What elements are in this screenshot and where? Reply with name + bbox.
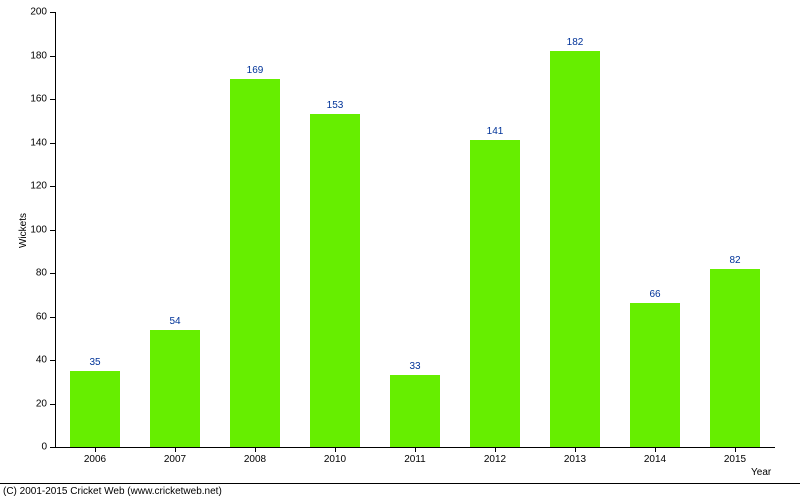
y-tick (50, 186, 55, 187)
y-tick (50, 273, 55, 274)
x-tick (255, 447, 256, 452)
bar (470, 140, 520, 447)
bar-value-label: 182 (567, 37, 584, 48)
y-tick-label: 180 (17, 50, 47, 61)
x-tick-label: 2012 (484, 454, 506, 465)
bar (390, 375, 440, 447)
bar (150, 330, 200, 447)
x-tick-label: 2013 (564, 454, 586, 465)
y-tick (50, 230, 55, 231)
x-tick-label: 2006 (84, 454, 106, 465)
y-tick-label: 80 (17, 268, 47, 279)
footer-copyright: (C) 2001-2015 Cricket Web (www.cricketwe… (3, 486, 222, 497)
y-tick-label: 60 (17, 311, 47, 322)
bar-value-label: 54 (169, 316, 180, 327)
x-tick (655, 447, 656, 452)
bar (710, 269, 760, 447)
y-tick (50, 317, 55, 318)
y-tick (50, 404, 55, 405)
y-tick (50, 12, 55, 13)
bar-value-label: 66 (649, 289, 660, 300)
x-tick-label: 2010 (324, 454, 346, 465)
y-tick-label: 200 (17, 7, 47, 18)
bar-value-label: 169 (247, 65, 264, 76)
x-tick (95, 447, 96, 452)
x-tick (335, 447, 336, 452)
bar (550, 51, 600, 447)
y-tick (50, 99, 55, 100)
x-tick-label: 2008 (244, 454, 266, 465)
bar (630, 303, 680, 447)
x-axis-title: Year (751, 467, 771, 478)
x-tick-label: 2007 (164, 454, 186, 465)
y-axis-title: Wickets (18, 213, 29, 248)
bar (310, 114, 360, 447)
bar-value-label: 141 (487, 126, 504, 137)
bar (230, 79, 280, 447)
bar-value-label: 35 (89, 357, 100, 368)
y-axis-line (55, 12, 56, 447)
footer-divider (0, 483, 800, 484)
y-tick-label: 0 (17, 442, 47, 453)
y-tick (50, 143, 55, 144)
x-tick (735, 447, 736, 452)
y-tick-label: 140 (17, 137, 47, 148)
y-tick (50, 447, 55, 448)
bar (70, 371, 120, 447)
x-tick-label: 2011 (404, 454, 426, 465)
y-tick (50, 360, 55, 361)
bar-value-label: 153 (327, 100, 344, 111)
wickets-bar-chart: 020406080100120140160180200Wickets352006… (0, 0, 800, 500)
y-tick-label: 40 (17, 355, 47, 366)
bar-value-label: 82 (729, 255, 740, 266)
y-tick-label: 120 (17, 181, 47, 192)
y-tick-label: 20 (17, 398, 47, 409)
x-tick (175, 447, 176, 452)
y-tick-label: 160 (17, 94, 47, 105)
x-tick-label: 2014 (644, 454, 666, 465)
x-tick (415, 447, 416, 452)
x-tick (575, 447, 576, 452)
bar-value-label: 33 (409, 361, 420, 372)
x-tick-label: 2015 (724, 454, 746, 465)
y-tick (50, 56, 55, 57)
x-tick (495, 447, 496, 452)
